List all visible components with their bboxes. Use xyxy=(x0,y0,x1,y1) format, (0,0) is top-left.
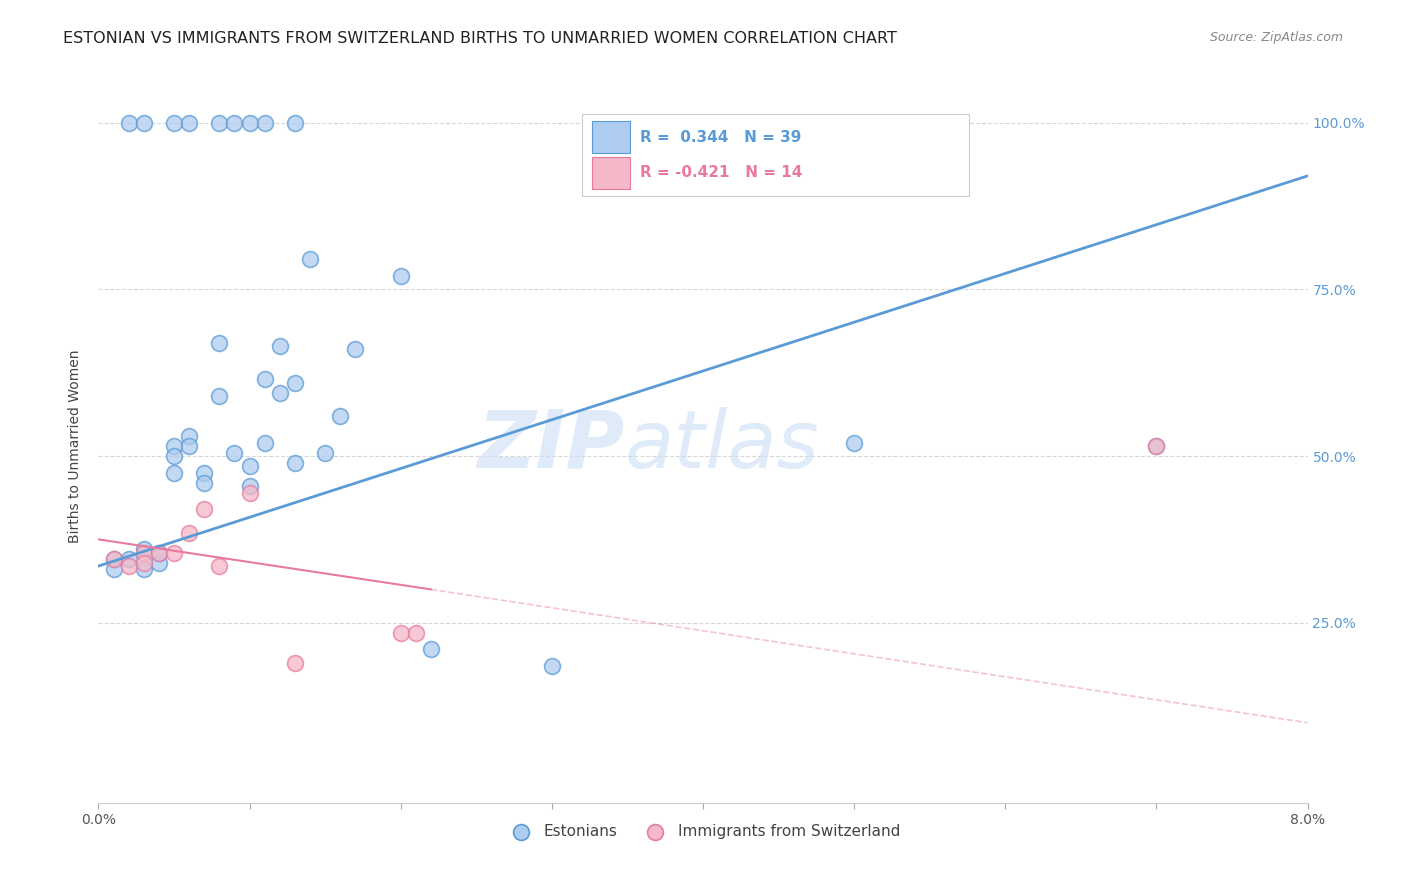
Point xyxy=(239,485,262,500)
Text: R =  0.344   N = 39: R = 0.344 N = 39 xyxy=(640,129,801,145)
Point xyxy=(179,525,201,540)
Point xyxy=(344,343,367,357)
Point xyxy=(118,552,141,566)
FancyBboxPatch shape xyxy=(582,114,969,196)
Point xyxy=(284,115,307,129)
Point xyxy=(148,546,170,560)
Point xyxy=(269,339,291,353)
Point xyxy=(329,409,352,423)
Point xyxy=(239,115,262,129)
Point xyxy=(179,115,201,129)
Point xyxy=(163,546,186,560)
Point xyxy=(253,115,276,129)
Point xyxy=(405,625,427,640)
Point xyxy=(284,376,307,390)
Point xyxy=(193,466,215,480)
Point xyxy=(179,439,201,453)
Point xyxy=(299,252,322,267)
Point xyxy=(540,659,562,673)
Point xyxy=(208,115,231,129)
Point xyxy=(208,389,231,403)
FancyBboxPatch shape xyxy=(592,121,630,153)
Point xyxy=(1146,439,1168,453)
FancyBboxPatch shape xyxy=(592,157,630,189)
Text: R = -0.421   N = 14: R = -0.421 N = 14 xyxy=(640,165,803,180)
Legend: Estonians, Immigrants from Switzerland: Estonians, Immigrants from Switzerland xyxy=(499,818,907,845)
Point xyxy=(148,546,170,560)
Point xyxy=(844,435,866,450)
Point xyxy=(163,439,186,453)
Point xyxy=(132,556,155,570)
Point xyxy=(239,479,262,493)
Point xyxy=(193,502,215,516)
Point xyxy=(179,429,201,443)
Point xyxy=(148,556,170,570)
Text: ZIP: ZIP xyxy=(477,407,624,485)
Point xyxy=(132,546,155,560)
Text: Source: ZipAtlas.com: Source: ZipAtlas.com xyxy=(1209,31,1343,45)
Point xyxy=(118,115,141,129)
Point xyxy=(103,552,125,566)
Point xyxy=(132,542,155,557)
Point xyxy=(193,475,215,490)
Point xyxy=(132,562,155,576)
Point xyxy=(389,268,412,283)
Point xyxy=(253,372,276,386)
Point xyxy=(163,449,186,463)
Y-axis label: Births to Unmarried Women: Births to Unmarried Women xyxy=(69,350,83,542)
Point xyxy=(314,445,336,459)
Point xyxy=(420,642,443,657)
Point xyxy=(269,385,291,400)
Point xyxy=(389,625,412,640)
Point xyxy=(163,466,186,480)
Point xyxy=(132,115,155,129)
Point xyxy=(103,562,125,576)
Text: ESTONIAN VS IMMIGRANTS FROM SWITZERLAND BIRTHS TO UNMARRIED WOMEN CORRELATION CH: ESTONIAN VS IMMIGRANTS FROM SWITZERLAND … xyxy=(63,31,897,46)
Point xyxy=(224,445,246,459)
Point xyxy=(1146,439,1168,453)
Point xyxy=(253,435,276,450)
Text: atlas: atlas xyxy=(624,407,820,485)
Point xyxy=(208,559,231,574)
Point xyxy=(239,458,262,473)
Point xyxy=(103,552,125,566)
Point xyxy=(118,559,141,574)
Point xyxy=(284,656,307,670)
Point xyxy=(208,335,231,350)
Point xyxy=(163,115,186,129)
Point xyxy=(284,456,307,470)
Point xyxy=(224,115,246,129)
